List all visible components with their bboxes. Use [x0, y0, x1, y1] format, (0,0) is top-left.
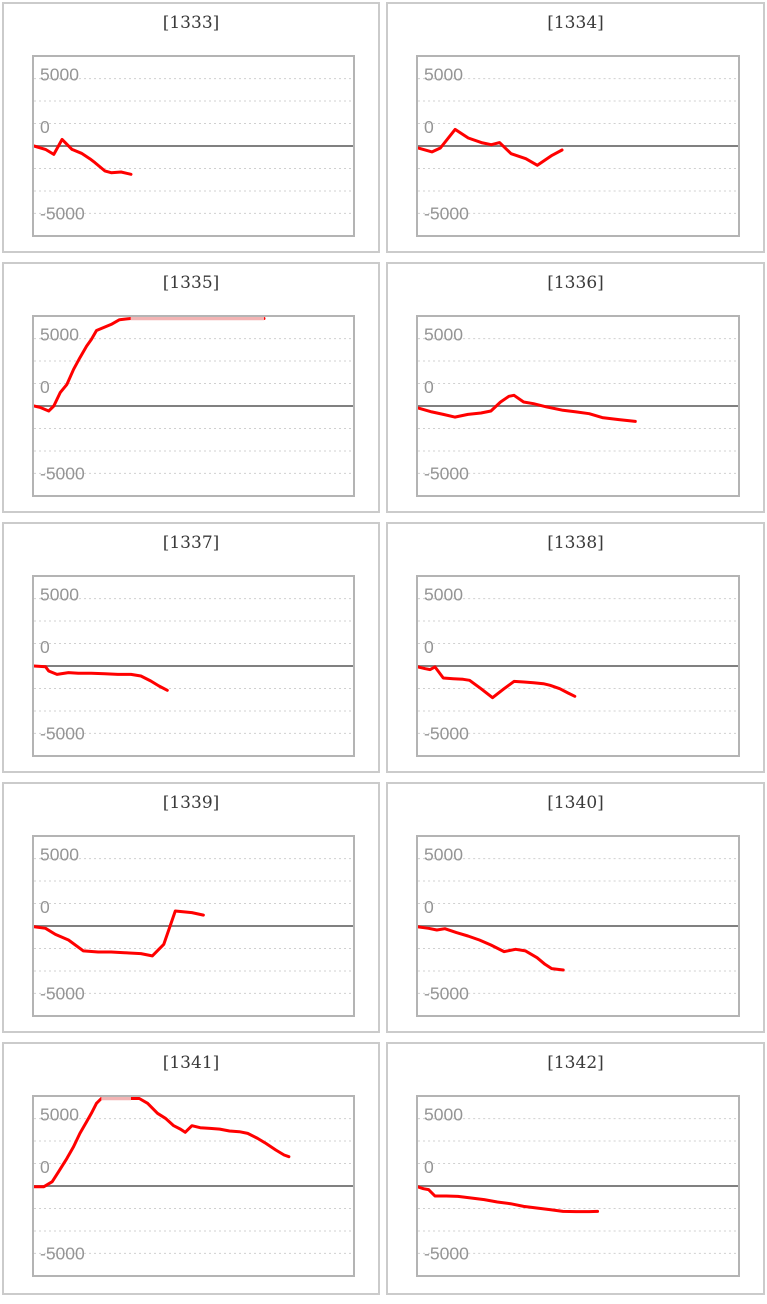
svg-text:-5000: -5000	[40, 723, 85, 743]
svg-text:-5000: -5000	[424, 723, 469, 743]
chart-title: [1335]	[162, 273, 220, 293]
svg-text:0: 0	[424, 377, 434, 397]
svg-text:5000: 5000	[40, 65, 79, 85]
svg-text:5000: 5000	[424, 585, 463, 605]
svg-text:5000: 5000	[40, 325, 79, 345]
svg-text:0: 0	[424, 117, 434, 137]
svg-text:5000: 5000	[40, 585, 79, 605]
svg-text:0: 0	[424, 637, 434, 657]
chart-cell: [1333] 5000 0 -5000	[2, 2, 380, 253]
chart-title: [1337]	[162, 533, 220, 553]
chart-cell: [1340] 5000 0 -5000	[386, 782, 765, 1033]
slump-graph: 5000 0 -5000	[418, 585, 738, 743]
svg-text:5000: 5000	[40, 845, 79, 865]
chart-cell: [1334] 5000 0 -5000	[386, 2, 765, 253]
svg-text:0: 0	[424, 897, 434, 917]
svg-text:5000: 5000	[424, 845, 463, 865]
chart-title: [1333]	[162, 13, 220, 33]
plot-area: 5000 0 -5000	[32, 575, 355, 757]
svg-text:-5000: -5000	[40, 1243, 85, 1263]
plot-area: 5000 0 -5000	[416, 315, 740, 497]
slump-graph: 5000 0 -5000	[418, 1105, 738, 1263]
svg-text:5000: 5000	[424, 1105, 463, 1125]
chart-title: [1342]	[547, 1053, 604, 1073]
slump-graph: 5000 0 -5000	[34, 317, 353, 483]
chart-title: [1338]	[547, 533, 604, 553]
svg-text:0: 0	[424, 1157, 434, 1177]
chart-cell: [1341] 5000 0 -5000	[2, 1042, 380, 1295]
svg-text:0: 0	[40, 1157, 50, 1177]
slump-graph: 5000 0 -5000	[34, 845, 353, 1003]
chart-cell: [1337] 5000 0 -5000	[2, 522, 380, 773]
svg-text:0: 0	[40, 637, 50, 657]
plot-area: 5000 0 -5000	[416, 55, 740, 237]
svg-text:-5000: -5000	[424, 1243, 469, 1263]
plot-area: 5000 0 -5000	[32, 55, 355, 237]
plot-area: 5000 0 -5000	[416, 575, 740, 757]
plot-area: 5000 0 -5000	[416, 835, 740, 1017]
slump-graph: 5000 0 -5000	[418, 325, 738, 483]
plot-area: 5000 0 -5000	[32, 835, 355, 1017]
chart-title: [1339]	[162, 793, 220, 813]
svg-text:-5000: -5000	[40, 203, 85, 223]
svg-text:0: 0	[40, 377, 50, 397]
slump-graph: 5000 0 -5000	[418, 845, 738, 1003]
plot-area: 5000 0 -5000	[32, 1095, 355, 1277]
chart-cell: [1342] 5000 0 -5000	[386, 1042, 765, 1295]
slump-graph: 5000 0 -5000	[34, 65, 353, 223]
chart-title: [1336]	[547, 273, 604, 293]
svg-text:5000: 5000	[424, 65, 463, 85]
chart-cell: [1335] 5000 0 -5000	[2, 262, 380, 513]
chart-cell: [1338] 5000 0 -5000	[386, 522, 765, 773]
chart-cell: [1336] 5000 0 -5000	[386, 262, 765, 513]
chart-title: [1341]	[162, 1053, 220, 1073]
svg-text:-5000: -5000	[424, 983, 469, 1003]
svg-text:0: 0	[40, 117, 50, 137]
svg-text:-5000: -5000	[40, 983, 85, 1003]
chart-cell: [1339] 5000 0 -5000	[2, 782, 380, 1033]
chart-title: [1340]	[547, 793, 604, 813]
svg-text:0: 0	[40, 897, 50, 917]
svg-text:-5000: -5000	[424, 203, 469, 223]
chart-title: [1334]	[547, 13, 604, 33]
svg-text:5000: 5000	[424, 325, 463, 345]
svg-text:5000: 5000	[40, 1105, 79, 1125]
plot-area: 5000 0 -5000	[32, 315, 355, 497]
slump-graph: 5000 0 -5000	[34, 585, 353, 743]
svg-text:-5000: -5000	[424, 463, 469, 483]
plot-area: 5000 0 -5000	[416, 1095, 740, 1277]
slump-graph: 5000 0 -5000	[418, 65, 738, 223]
slump-graph: 5000 0 -5000	[34, 1097, 353, 1263]
svg-text:-5000: -5000	[40, 463, 85, 483]
